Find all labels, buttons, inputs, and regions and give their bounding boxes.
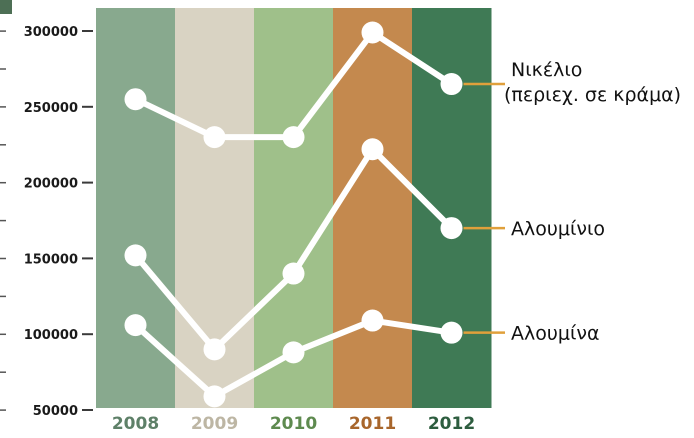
y-tick-label: 250000 bbox=[24, 101, 78, 116]
top-left-tab bbox=[0, 0, 12, 14]
column-2011 bbox=[333, 8, 413, 408]
data-point bbox=[361, 309, 384, 332]
data-point bbox=[440, 217, 463, 240]
series-label: Αλουμίνα bbox=[511, 323, 600, 345]
series-points bbox=[124, 21, 463, 408]
data-point bbox=[203, 385, 226, 408]
series-label-line2: (περιεχ. σε κράμα) bbox=[504, 84, 681, 106]
series-labels: Νικέλιο (περιεχ. σε κράμα) Αλουμίνιο Αλουμί… bbox=[504, 59, 681, 345]
data-point bbox=[203, 338, 226, 361]
y-axis: 50000 100000 150000 200000 250000 300000 bbox=[0, 25, 93, 419]
data-point bbox=[124, 244, 147, 267]
data-point bbox=[282, 126, 305, 149]
series-leaders bbox=[463, 82, 505, 334]
y-tick-label: 50000 bbox=[33, 404, 78, 419]
data-point bbox=[282, 262, 305, 285]
x-tick-label: 2008 bbox=[112, 414, 159, 434]
x-tick-label: 2011 bbox=[349, 414, 396, 434]
x-tick-label: 2010 bbox=[270, 414, 317, 434]
data-point bbox=[203, 126, 226, 149]
x-tick-label: 2009 bbox=[191, 414, 238, 434]
series-label: Αλουμίνιο bbox=[511, 218, 605, 240]
data-point bbox=[361, 138, 384, 161]
y-tick-label: 200000 bbox=[24, 177, 78, 192]
data-point bbox=[440, 73, 463, 96]
column-2008 bbox=[96, 8, 176, 408]
y-tick-label: 150000 bbox=[24, 252, 78, 267]
y-tick-label: 100000 bbox=[24, 328, 78, 343]
data-point bbox=[124, 314, 147, 337]
x-axis: 2008 2009 2010 2011 2012 bbox=[112, 414, 475, 434]
x-tick-label: 2012 bbox=[428, 414, 475, 434]
data-point bbox=[440, 321, 463, 344]
data-point bbox=[361, 21, 384, 44]
data-point bbox=[282, 341, 305, 364]
data-point bbox=[124, 88, 147, 111]
series-label: Νικέλιο bbox=[511, 59, 582, 81]
y-tick-label: 300000 bbox=[24, 25, 78, 40]
